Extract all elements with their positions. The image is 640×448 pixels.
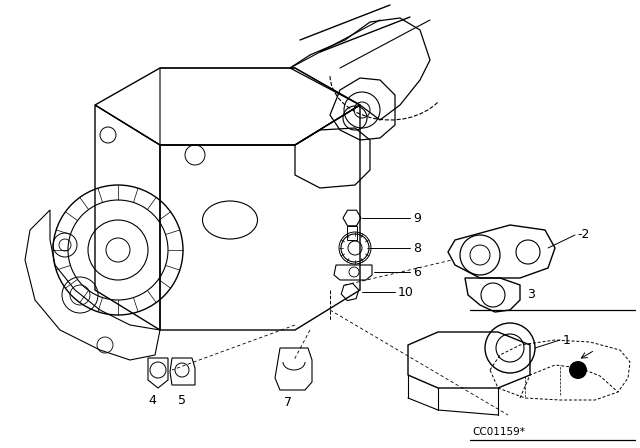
Text: CC01159*: CC01159* bbox=[472, 427, 525, 437]
Text: 5: 5 bbox=[178, 393, 186, 406]
Text: 9: 9 bbox=[413, 211, 421, 224]
Text: 8: 8 bbox=[413, 241, 421, 254]
Text: 6: 6 bbox=[413, 266, 421, 279]
Text: 4: 4 bbox=[148, 393, 156, 406]
Text: 7: 7 bbox=[284, 396, 292, 409]
Text: -2: -2 bbox=[577, 228, 589, 241]
Text: 10: 10 bbox=[398, 285, 414, 298]
Text: 3: 3 bbox=[527, 289, 535, 302]
Text: 1: 1 bbox=[563, 333, 571, 346]
Circle shape bbox=[569, 361, 587, 379]
